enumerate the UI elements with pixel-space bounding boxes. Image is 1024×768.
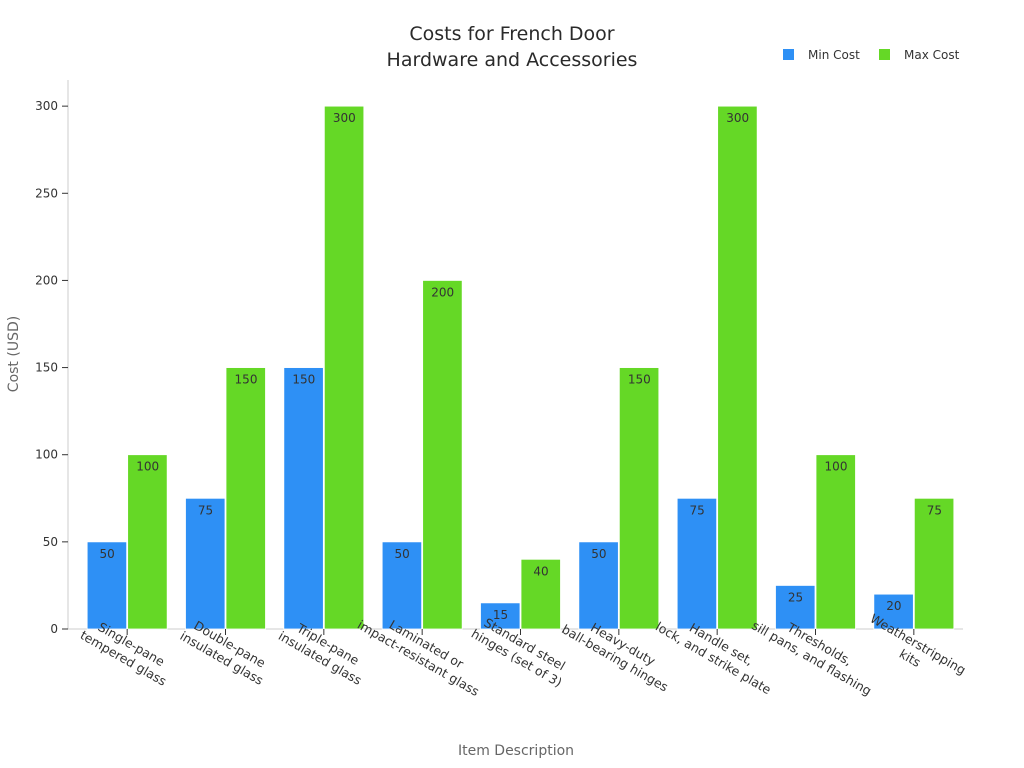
data-label-min-cost-5: 15	[493, 608, 508, 622]
legend-label-min-cost: Min Cost	[808, 48, 860, 62]
data-label-max-cost-5: 40	[533, 564, 548, 578]
legend: Min Cost Max Cost	[783, 48, 960, 62]
chart-title-line-2: Hardware and Accessories	[387, 49, 638, 71]
bar-max-cost-3	[323, 105, 365, 630]
data-label-min-cost-7: 75	[690, 503, 705, 517]
bars: 50 100 75 150 150 300 50 200 15 40 50 150 75 300 25 100…	[86, 105, 955, 630]
y-axis-ticks: 0 50 100 150 200 250 300	[35, 99, 68, 636]
data-label-max-cost-4: 200	[431, 285, 454, 299]
y-tick-label: 100	[35, 448, 58, 462]
legend-swatch-max-cost	[879, 49, 890, 60]
data-label-max-cost-6: 150	[628, 373, 651, 387]
legend-swatch-min-cost	[783, 49, 794, 60]
bar-min-cost-8	[775, 585, 816, 630]
bar-min-cost-5	[480, 602, 521, 630]
data-label-min-cost-4: 50	[395, 547, 410, 561]
bar-min-cost-2	[185, 497, 226, 630]
bar-max-cost-2	[225, 367, 266, 630]
bar-min-cost-1	[86, 541, 128, 630]
y-tick-label: 250	[35, 186, 58, 200]
x-axis-title: Item Description	[458, 743, 574, 759]
bar-max-cost-7	[717, 105, 758, 630]
data-label-max-cost-9: 75	[927, 503, 942, 517]
y-tick-label: 0	[50, 622, 58, 636]
bar-min-cost-6	[578, 541, 619, 630]
data-label-max-cost-8: 100	[825, 460, 848, 474]
y-tick-label: 300	[35, 99, 58, 113]
data-label-min-cost-9: 20	[886, 599, 901, 613]
bar-max-cost-4	[422, 280, 463, 630]
y-axis-title: Cost (USD)	[6, 316, 22, 392]
y-tick-label: 50	[43, 535, 58, 549]
data-label-min-cost-3: 150	[292, 373, 315, 387]
bar-max-cost-5	[520, 558, 561, 630]
data-label-min-cost-2: 75	[198, 503, 213, 517]
data-label-max-cost-2: 150	[235, 373, 258, 387]
data-label-min-cost-1: 50	[100, 547, 115, 561]
bar-min-cost-4	[381, 541, 423, 630]
y-tick-label: 150	[35, 361, 58, 375]
bar-max-cost-9	[913, 497, 955, 630]
bar-min-cost-7	[676, 497, 718, 630]
bar-max-cost-1	[127, 454, 168, 630]
data-label-min-cost-6: 50	[591, 547, 606, 561]
bar-min-cost-9	[873, 593, 914, 630]
data-label-min-cost-8: 25	[788, 590, 803, 604]
data-label-max-cost-7: 300	[726, 111, 749, 125]
y-tick-label: 200	[35, 273, 58, 287]
legend-label-max-cost: Max Cost	[904, 48, 960, 62]
bar-max-cost-6	[618, 367, 660, 630]
bar-min-cost-3	[283, 367, 324, 630]
data-label-max-cost-1: 100	[136, 460, 159, 474]
bar-max-cost-8	[815, 454, 856, 630]
chart-title-line-1: Costs for French Door	[409, 23, 614, 45]
data-label-max-cost-3: 300	[333, 111, 356, 125]
